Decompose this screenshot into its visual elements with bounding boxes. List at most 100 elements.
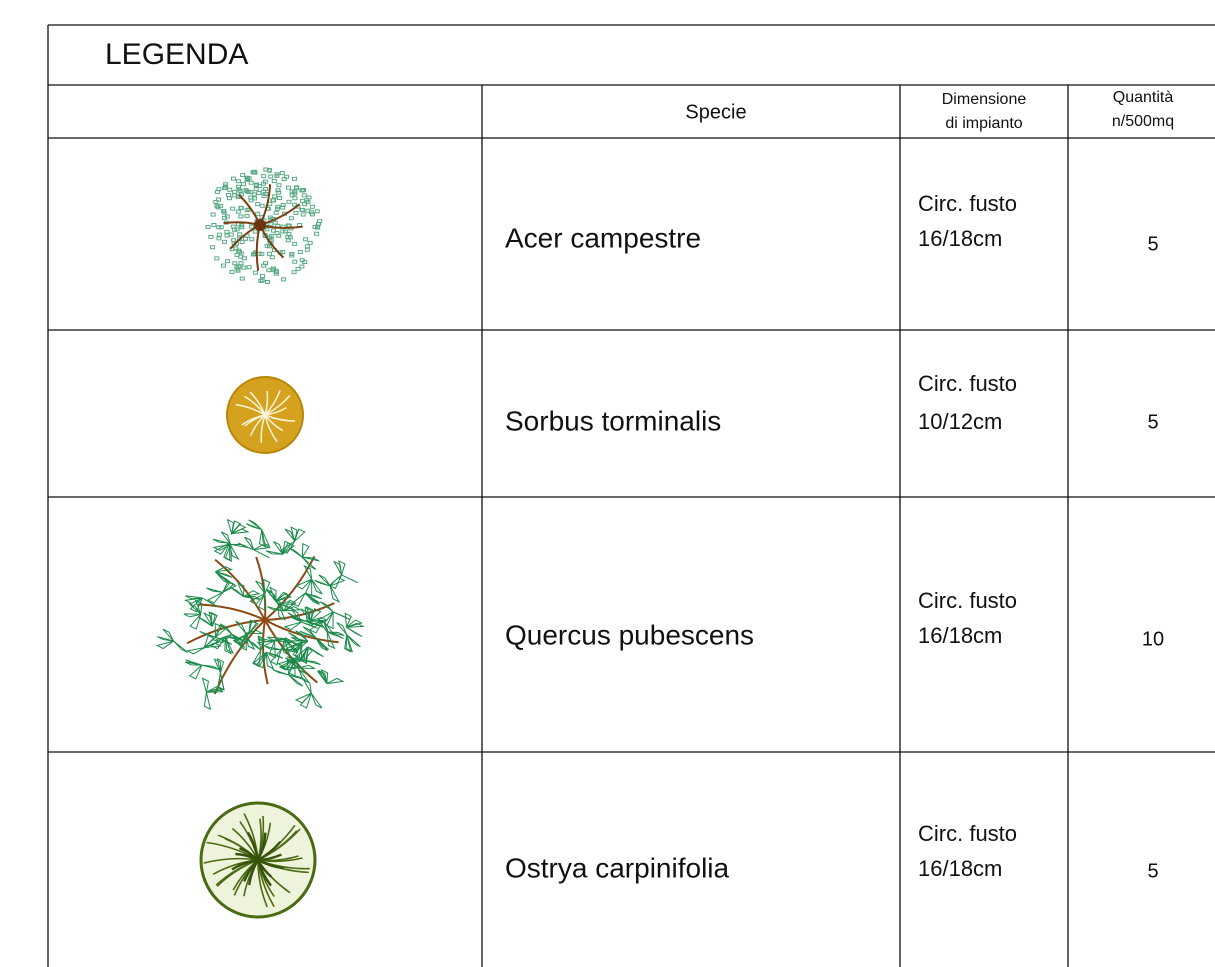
leaf — [282, 542, 295, 555]
branch — [264, 414, 278, 443]
leaf — [245, 523, 262, 531]
leaf — [248, 195, 254, 200]
leaf — [237, 542, 254, 551]
leaf — [210, 245, 216, 250]
leaf — [309, 204, 315, 209]
branch — [264, 390, 269, 416]
leaf — [230, 176, 236, 181]
leaf — [246, 265, 252, 270]
tree-icon — [199, 801, 317, 919]
leaf — [231, 528, 250, 535]
leaf — [239, 239, 245, 244]
leaf — [277, 601, 296, 606]
leaf — [288, 674, 304, 687]
leaf — [274, 231, 280, 236]
leaf — [186, 647, 205, 655]
leaf — [211, 223, 217, 228]
leaf — [299, 207, 305, 212]
leaf — [264, 645, 282, 651]
leaf — [214, 256, 220, 261]
leaf — [270, 228, 276, 233]
leaf — [304, 198, 310, 203]
leaf — [249, 237, 255, 242]
leaf — [230, 224, 236, 229]
branch — [264, 619, 319, 684]
leaf — [297, 664, 315, 669]
leaf — [194, 599, 203, 615]
leaf — [318, 574, 331, 587]
leaf — [238, 214, 244, 219]
leaf — [283, 229, 289, 234]
leaf — [216, 225, 222, 230]
planting-size: Circ. fusto — [918, 371, 1017, 396]
leaf — [317, 219, 323, 224]
leaf — [222, 580, 236, 593]
leaf — [241, 265, 247, 270]
leaf — [206, 591, 224, 604]
leaf — [257, 638, 275, 643]
leaf — [205, 225, 211, 230]
branch — [241, 414, 266, 426]
leaf — [252, 229, 258, 234]
leaf — [204, 642, 223, 649]
leaf — [233, 246, 239, 251]
leaf — [285, 234, 291, 239]
leaf — [231, 193, 237, 198]
leaf — [213, 200, 219, 205]
leaf — [253, 187, 259, 192]
leaf — [228, 542, 240, 561]
leaf — [173, 640, 189, 653]
leaf — [292, 196, 298, 201]
branch — [249, 391, 266, 416]
leaf — [228, 232, 234, 237]
leaf — [216, 657, 225, 673]
leaf — [263, 578, 271, 594]
column-header: Specie — [685, 101, 746, 123]
species-name: Sorbus torminalis — [505, 405, 721, 436]
leaf — [239, 633, 247, 651]
leaf — [289, 189, 295, 194]
leaf — [225, 259, 231, 264]
leaf — [267, 636, 285, 641]
leaf — [304, 592, 322, 600]
leaf — [346, 626, 363, 637]
leaf — [263, 167, 269, 172]
leaf — [255, 211, 261, 216]
tree-icon — [205, 167, 323, 284]
leaf — [257, 593, 266, 611]
leaf — [274, 173, 280, 178]
leaf — [275, 591, 291, 602]
leaf — [224, 233, 230, 238]
leaf — [291, 609, 302, 623]
leaf — [253, 543, 272, 551]
leaf — [273, 268, 279, 273]
leaf — [210, 611, 218, 627]
leaf — [287, 612, 302, 623]
leaf — [276, 195, 282, 200]
leaf — [231, 238, 237, 243]
leaf — [248, 620, 259, 636]
leaf — [183, 613, 201, 618]
leaf — [236, 184, 242, 189]
leaf — [218, 203, 224, 208]
leaf — [272, 220, 278, 225]
leaf — [265, 550, 283, 555]
leaf — [314, 231, 320, 236]
leaf — [303, 237, 309, 242]
leaf — [344, 634, 352, 653]
leaf — [244, 213, 250, 218]
leaf — [304, 247, 310, 252]
leaf — [280, 648, 299, 653]
species-name: Acer campestre — [505, 222, 701, 253]
leaf — [240, 173, 246, 178]
quantity: 10 — [1142, 628, 1164, 650]
leaf — [299, 198, 305, 203]
leaf — [297, 667, 310, 683]
branch — [264, 414, 296, 422]
leaf — [302, 202, 308, 207]
leaf — [260, 273, 266, 278]
trunk — [254, 219, 266, 231]
leaf — [206, 686, 224, 693]
leaf — [299, 630, 316, 638]
leaf — [292, 259, 298, 264]
